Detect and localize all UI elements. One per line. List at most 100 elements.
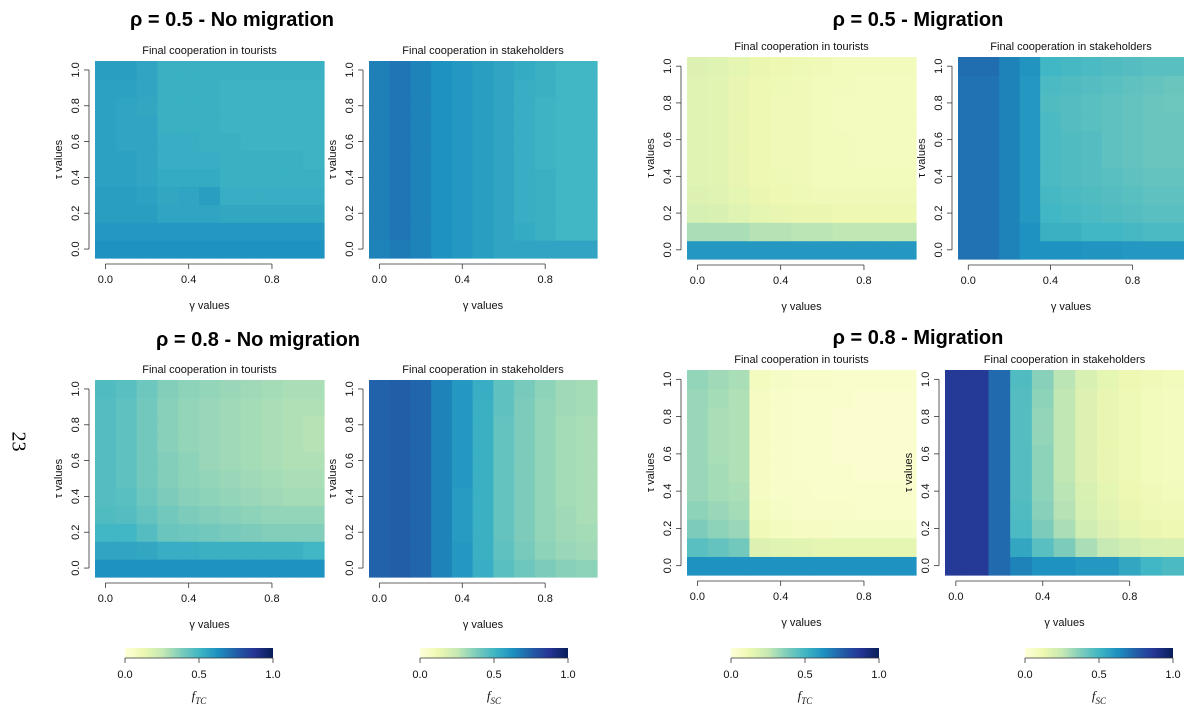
heatmap-cell: [389, 397, 412, 417]
heatmap-cell: [1118, 425, 1142, 446]
heatmap-cell: [178, 397, 200, 417]
heatmap-cell: [874, 537, 896, 557]
heatmap-cell: [874, 444, 896, 464]
heatmap-cell: [1081, 112, 1103, 132]
heatmap-cell: [157, 96, 179, 116]
heatmap-cell: [472, 469, 494, 489]
heatmap-cell: [576, 487, 598, 506]
heatmap-cell: [791, 444, 813, 464]
heatmap-cell: [178, 78, 200, 98]
group-title-1: ρ = 0.5 - No migration: [130, 9, 334, 31]
heatmap-cell: [282, 380, 304, 399]
y-tick-label: 1.0: [70, 381, 82, 396]
heatmap-cell: [895, 240, 917, 260]
heatmap-cell: [410, 61, 432, 80]
heatmap-cell: [988, 519, 1011, 539]
heatmap-cell: [1140, 370, 1163, 390]
colorbar-1: 0.0 0.5 1.0 fTC: [117, 648, 281, 704]
heatmap-cell: [115, 559, 138, 578]
heatmap-cell: [1163, 112, 1184, 132]
heatmap-cell: [555, 541, 577, 560]
heatmap-cell: [115, 114, 138, 134]
heatmap-cell: [1060, 222, 1082, 242]
heatmap-cell: [687, 425, 709, 446]
heatmap-cell: [576, 132, 598, 152]
y-tick-label: 0.4: [933, 169, 945, 184]
heatmap-cell: [895, 537, 917, 557]
heatmap-cell: [369, 150, 391, 170]
heatmap-cell: [431, 469, 453, 489]
y-axis-label: τ values: [645, 452, 657, 492]
heatmap-panel-2: Final cooperation in stakeholders 0.0 0.4 0…: [327, 45, 598, 312]
x-axis-label: γ values: [189, 300, 230, 312]
heatmap-cell: [999, 57, 1021, 76]
heatmap-cell: [874, 57, 896, 76]
panel-title: Final cooperation in tourists: [142, 364, 277, 376]
heatmap-cell: [199, 487, 221, 506]
heatmap-cell: [1097, 388, 1120, 408]
heatmap-cell: [219, 222, 242, 241]
heatmap-cell: [832, 240, 855, 260]
heatmap-cell: [749, 185, 771, 205]
heatmap-cell: [1075, 425, 1098, 446]
heatmap-cell: [791, 148, 813, 168]
heatmap-cell: [749, 500, 771, 520]
heatmap-cell: [240, 469, 263, 489]
heatmap-cell: [978, 130, 1000, 150]
heatmap-cell: [410, 240, 432, 259]
heatmap-cell: [687, 222, 709, 242]
heatmap-panel-3: Final cooperation in tourists 0.0 0.4 0.8 γ …: [645, 41, 917, 313]
y-axis-label: τ values: [916, 138, 928, 178]
heatmap-cell: [451, 415, 474, 435]
heatmap-cell: [770, 370, 792, 390]
heatmap-cell: [1040, 57, 1062, 76]
heatmap-cell: [832, 57, 855, 76]
heatmap-cell: [178, 204, 200, 223]
heatmap-cell: [1140, 500, 1163, 520]
heatmap-cell: [1060, 240, 1082, 260]
heatmap-cell: [576, 505, 598, 524]
heatmap-cell: [687, 112, 709, 132]
heatmap-cell: [472, 505, 494, 524]
heatmap-cell: [514, 380, 536, 399]
colorbar-gradient: [1025, 648, 1173, 658]
heatmap-cell: [687, 537, 709, 557]
heatmap-cell: [451, 150, 474, 170]
heatmap-cell: [1163, 93, 1184, 113]
heatmap-cell: [811, 203, 834, 223]
y-tick-label: 0.0: [70, 560, 82, 575]
heatmap-cell: [240, 96, 263, 116]
heatmap-cell: [1053, 370, 1076, 390]
heatmap-cell: [728, 388, 751, 408]
heatmap-cell: [555, 114, 577, 134]
heatmap-cell: [978, 112, 1000, 132]
heatmap-cell: [945, 519, 968, 539]
heatmap-cell: [576, 114, 598, 134]
heatmap-cell: [472, 150, 494, 170]
heatmap-cell: [707, 148, 730, 168]
heatmap-cell: [1142, 130, 1165, 150]
heatmap-cell: [115, 204, 138, 223]
heatmap-cell: [576, 222, 598, 241]
heatmap-cell: [728, 481, 751, 502]
y-tick-label: 0.6: [344, 453, 356, 468]
heatmap-cell: [1075, 537, 1098, 557]
heatmap-cell: [369, 168, 391, 187]
heatmap-cell: [389, 415, 412, 435]
heatmap-cell: [555, 222, 577, 241]
heatmap-cell: [389, 150, 412, 170]
heatmap-cell: [493, 168, 515, 187]
heatmap-cell: [472, 96, 494, 116]
heatmap-cell: [1140, 537, 1163, 557]
y-tick-label: 0.6: [662, 132, 674, 147]
heatmap-cell: [1053, 537, 1076, 557]
heatmap-cell: [832, 519, 855, 539]
heatmap-cell: [1075, 370, 1098, 390]
heatmap-cell: [472, 380, 494, 399]
heatmap-cell: [240, 168, 263, 187]
heatmap-cell: [811, 240, 834, 260]
heatmap-cell: [95, 114, 117, 134]
heatmap-cell: [707, 167, 730, 187]
heatmap-cell: [178, 523, 200, 542]
heatmap-cell: [431, 78, 453, 98]
